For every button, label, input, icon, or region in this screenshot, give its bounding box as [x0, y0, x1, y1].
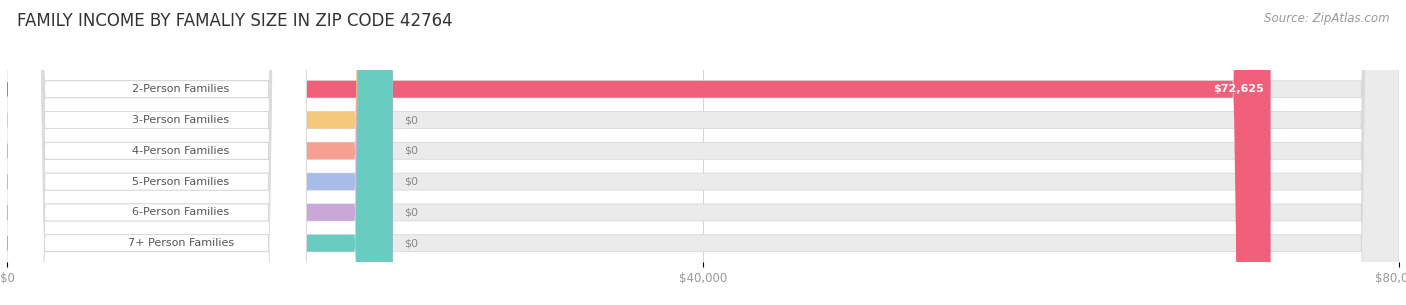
FancyBboxPatch shape [7, 0, 392, 305]
Text: 3-Person Families: 3-Person Families [132, 115, 229, 125]
Text: 7+ Person Families: 7+ Person Families [128, 238, 233, 248]
FancyBboxPatch shape [7, 0, 1399, 305]
Text: 4-Person Families: 4-Person Families [132, 146, 229, 156]
Text: 5-Person Families: 5-Person Families [132, 177, 229, 187]
FancyBboxPatch shape [7, 0, 392, 305]
FancyBboxPatch shape [7, 0, 392, 305]
FancyBboxPatch shape [7, 0, 1399, 305]
Text: Source: ZipAtlas.com: Source: ZipAtlas.com [1264, 12, 1389, 25]
FancyBboxPatch shape [7, 0, 307, 305]
Text: 2-Person Families: 2-Person Families [132, 84, 229, 94]
FancyBboxPatch shape [7, 0, 1399, 305]
Text: 6-Person Families: 6-Person Families [132, 207, 229, 217]
Text: $72,625: $72,625 [1213, 84, 1264, 94]
Text: $0: $0 [404, 238, 418, 248]
FancyBboxPatch shape [7, 0, 307, 305]
Text: $0: $0 [404, 207, 418, 217]
FancyBboxPatch shape [7, 0, 307, 305]
FancyBboxPatch shape [7, 0, 1399, 305]
FancyBboxPatch shape [7, 0, 1399, 305]
Text: $0: $0 [404, 146, 418, 156]
FancyBboxPatch shape [7, 0, 1399, 305]
Text: FAMILY INCOME BY FAMALIY SIZE IN ZIP CODE 42764: FAMILY INCOME BY FAMALIY SIZE IN ZIP COD… [17, 12, 453, 30]
FancyBboxPatch shape [7, 0, 1271, 305]
FancyBboxPatch shape [7, 0, 307, 305]
Text: $0: $0 [404, 177, 418, 187]
FancyBboxPatch shape [7, 0, 307, 305]
FancyBboxPatch shape [7, 0, 392, 305]
FancyBboxPatch shape [7, 0, 392, 305]
FancyBboxPatch shape [7, 0, 307, 305]
Text: $0: $0 [404, 115, 418, 125]
